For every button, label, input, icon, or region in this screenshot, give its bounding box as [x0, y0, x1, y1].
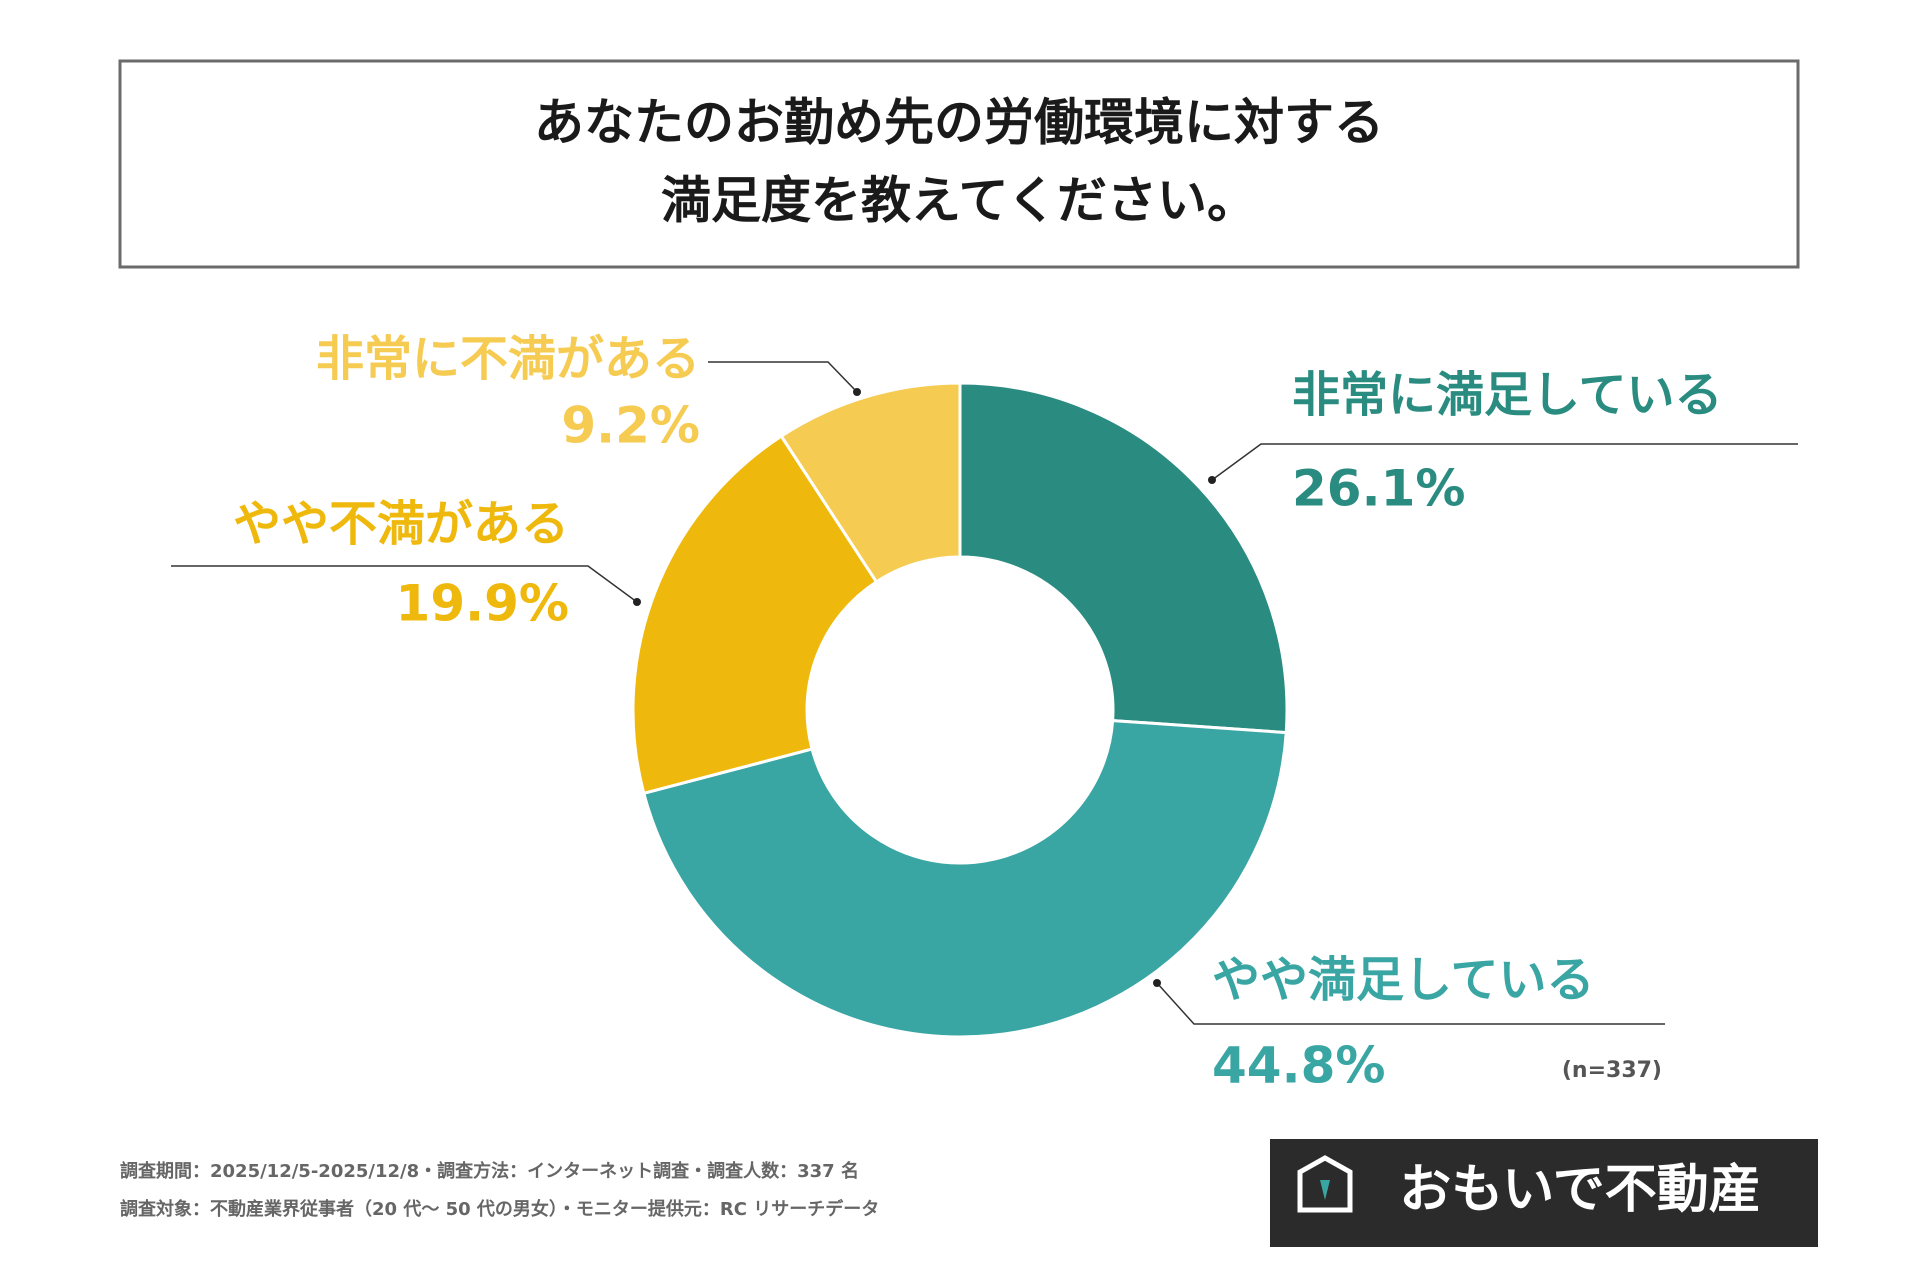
donut-slice: [641, 718, 1288, 1039]
sample-note: (n=337): [1562, 1058, 1662, 1083]
leader-dot: [1153, 979, 1161, 987]
slice-label: 非常に不満がある: [316, 331, 700, 387]
slice-value: 9.2%: [561, 397, 700, 455]
leader-line: [708, 361, 858, 393]
footnote: 調査期間：2025/12/5-2025/12/8・調査方法：インターネット調査・…: [120, 1160, 859, 1182]
donut-slice: [958, 381, 1289, 735]
slice-label: やや不満がある: [233, 496, 569, 552]
title-box: [118, 59, 1800, 269]
slice-value: 19.9%: [396, 575, 569, 633]
leader-dot: [1208, 476, 1216, 484]
leader-line: [171, 565, 638, 603]
chart-title: あなたのお勤め先の労働環境に対する: [534, 94, 1384, 152]
logo-icon: [1297, 1155, 1353, 1213]
slice-label: 非常に満足している: [1292, 367, 1723, 423]
donut-slice: [631, 434, 879, 796]
logo-box: [1270, 1139, 1818, 1247]
chart-title: 満足度を教えてください。: [661, 172, 1257, 230]
slice-label: やや満足している: [1212, 952, 1595, 1008]
leader-line: [1156, 982, 1665, 1025]
leader-dot: [633, 598, 641, 606]
slice-value: 44.8%: [1212, 1037, 1385, 1095]
footnote: 調査対象：不動産業界従事者（20 代～ 50 代の男女）・モニター提供元：RC …: [120, 1198, 879, 1220]
leader-dot: [853, 388, 861, 396]
leader-line: [1211, 443, 1798, 481]
donut-slice: [779, 381, 962, 584]
logo-text: おもいで不動産: [1399, 1160, 1760, 1220]
slice-value: 26.1%: [1292, 460, 1465, 518]
